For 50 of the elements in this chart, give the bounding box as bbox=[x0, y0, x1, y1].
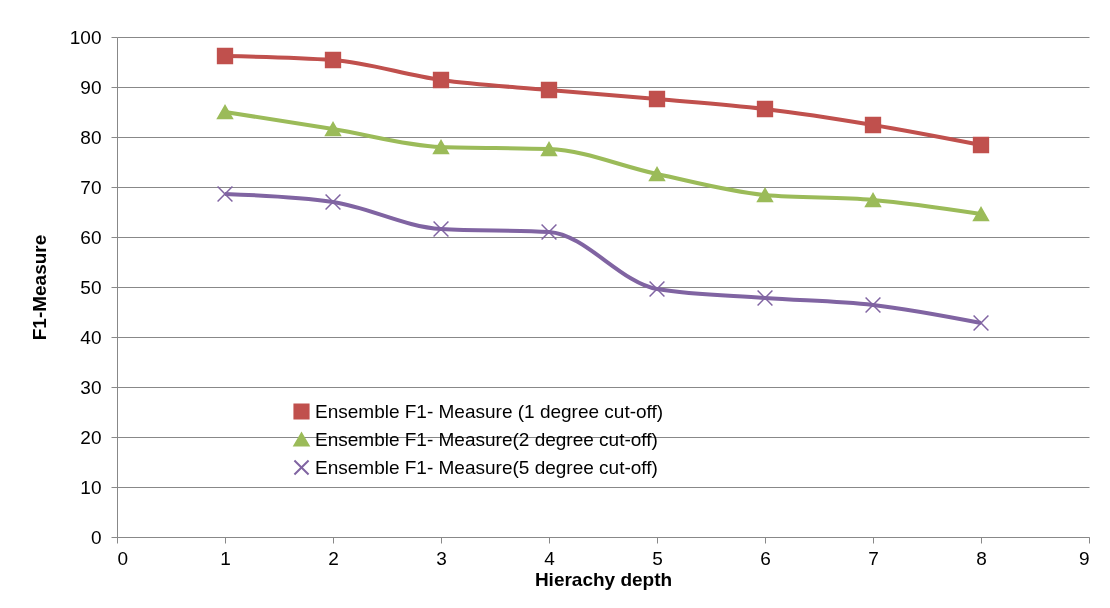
legend-label: Ensemble F1- Measure(5 degree cut-off) bbox=[315, 456, 658, 478]
point bbox=[324, 51, 342, 69]
legend-label: Ensemble F1- Measure (1 degree cut-off) bbox=[315, 400, 664, 422]
point bbox=[972, 314, 990, 332]
y-axis-title: F1-Measure bbox=[28, 234, 50, 341]
point bbox=[216, 185, 234, 203]
x-tick-label: 8 bbox=[976, 547, 987, 569]
point bbox=[432, 220, 450, 238]
x-tick-label: 3 bbox=[436, 547, 447, 569]
point bbox=[756, 187, 774, 203]
x-tick-label: 1 bbox=[220, 547, 231, 569]
y-tick-label: 100 bbox=[69, 26, 102, 48]
y-tick-label: 20 bbox=[80, 426, 102, 448]
point bbox=[648, 90, 666, 108]
x-tick-label: 5 bbox=[652, 547, 663, 569]
y-tick-label: 10 bbox=[80, 476, 102, 498]
point bbox=[324, 121, 342, 137]
point bbox=[756, 100, 774, 118]
point bbox=[216, 104, 234, 120]
x-tick-label: 7 bbox=[868, 547, 879, 569]
x-axis-title: Hierachy depth bbox=[534, 568, 673, 590]
y-tick-label: 60 bbox=[80, 226, 102, 248]
x-tick-label: 2 bbox=[328, 547, 339, 569]
point bbox=[432, 71, 450, 89]
y-tick-label: 50 bbox=[80, 276, 102, 298]
point bbox=[972, 206, 990, 222]
point bbox=[540, 81, 558, 99]
x-tick-label: 9 bbox=[1078, 547, 1090, 569]
y-tick-label: 90 bbox=[80, 76, 102, 98]
point bbox=[324, 193, 342, 211]
point bbox=[756, 289, 774, 307]
y-tick-label: 30 bbox=[80, 376, 102, 398]
point bbox=[648, 280, 666, 298]
y-tick-label: 40 bbox=[80, 326, 102, 348]
point bbox=[864, 296, 882, 314]
y-tick-label: 0 bbox=[90, 526, 102, 548]
y-tick-label: 70 bbox=[80, 176, 102, 198]
point bbox=[540, 223, 558, 241]
point bbox=[864, 116, 882, 134]
x-tick-label: 0 bbox=[117, 547, 129, 569]
point bbox=[432, 139, 450, 155]
point bbox=[540, 141, 558, 157]
y-tick-label: 80 bbox=[80, 126, 102, 148]
point bbox=[216, 47, 234, 65]
legend-label: Ensemble F1- Measure(2 degree cut-off) bbox=[315, 428, 658, 450]
point bbox=[648, 166, 666, 182]
point bbox=[972, 136, 990, 154]
x-tick-label: 4 bbox=[544, 547, 556, 569]
point bbox=[864, 192, 882, 208]
x-tick-label: 6 bbox=[760, 547, 771, 569]
